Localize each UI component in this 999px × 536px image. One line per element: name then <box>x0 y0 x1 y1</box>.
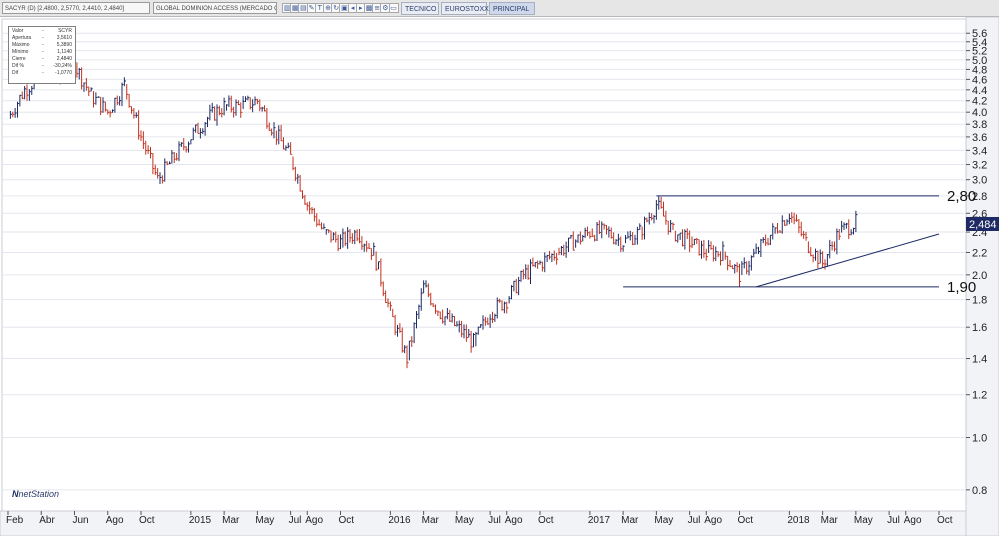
info-key: Máximo <box>12 42 30 48</box>
y-tick-label: 5.0 <box>972 55 987 67</box>
tab-eurostoxx[interactable]: EUROSTOXX <box>441 2 489 15</box>
last-price-label: 2,484 <box>969 219 997 231</box>
netstation-logo: NnetStation <box>12 489 59 499</box>
y-tick-label: 1.2 <box>972 390 987 402</box>
x-tick-label: Ago <box>305 515 323 526</box>
y-tick-label: 4.4 <box>972 85 987 97</box>
y-tick-label: 3.6 <box>972 132 987 144</box>
x-tick-label: May <box>654 515 673 526</box>
x-tick-label: Mar <box>422 515 440 526</box>
logo-mark: N <box>12 489 19 499</box>
info-row: Dif % - -30,24% <box>12 63 72 69</box>
info-row: Apertura -3,5610 <box>12 35 72 41</box>
y-tick-label: 3.0 <box>972 175 987 187</box>
index-selector[interactable]: GLOBAL DOMINION ACCESS (MERCADO CO <box>153 2 277 14</box>
info-box: Valor - SCYR Apertura -3,5610 Máximo -5,3890… <box>8 26 76 84</box>
y-tick-label: 0.8 <box>972 485 987 497</box>
y-tick-label: 1.4 <box>972 354 987 366</box>
info-value: -1,0770 <box>55 70 72 76</box>
info-key: Dif % <box>12 63 24 69</box>
trend-line <box>755 233 940 288</box>
x-tick-label: Mar <box>621 515 639 526</box>
info-value: 3,5610 <box>56 35 72 41</box>
info-row: Máximo -5,3890 <box>12 42 72 48</box>
info-key: Mínimo <box>12 49 29 55</box>
x-tick-label: Abr <box>39 515 55 526</box>
symbol-field[interactable]: SACYR (D) [2,4800, 2,5770, 2,4410, 2,484… <box>2 2 150 14</box>
x-tick-label: 2018 <box>787 515 810 526</box>
x-tick-label: Oct <box>738 515 754 526</box>
x-tick-label: Jul <box>289 515 302 526</box>
y-tick-label: 1.8 <box>972 295 987 307</box>
y-axis-panel <box>965 17 999 536</box>
x-tick-label: Jul <box>688 515 701 526</box>
level-label: 1,90 <box>947 279 976 296</box>
x-tick-label: Oct <box>538 515 554 526</box>
y-tick-label: 5.2 <box>972 46 987 58</box>
x-tick-label: Oct <box>139 515 155 526</box>
x-tick-label: 2017 <box>588 515 611 526</box>
x-tick-label: Ago <box>505 515 523 526</box>
x-tick-label: May <box>854 515 873 526</box>
info-value: SCYR <box>58 28 72 34</box>
y-tick-label: 4.6 <box>972 74 987 86</box>
x-tick-label: Ago <box>904 515 922 526</box>
x-tick-label: Jun <box>73 515 89 526</box>
x-tick-label: Mar <box>222 515 240 526</box>
logo-text: netStation <box>18 489 60 499</box>
y-tick-label: 5.6 <box>972 28 987 40</box>
x-tick-label: Oct <box>937 515 953 526</box>
y-tick-label: 4.0 <box>972 107 987 119</box>
x-axis-panel <box>0 510 967 536</box>
info-key: Apertura <box>12 35 32 41</box>
info-row: Mínimo -1,1140 <box>12 49 72 55</box>
x-tick-label: Oct <box>339 515 355 526</box>
x-tick-label: Feb <box>6 515 24 526</box>
x-tick-label: 2015 <box>189 515 212 526</box>
x-tick-label: May <box>255 515 274 526</box>
y-tick-label: 4.8 <box>972 64 987 76</box>
x-tick-label: Jul <box>887 515 900 526</box>
y-tick-label: 3.2 <box>972 160 987 172</box>
y-tick-label: 2.2 <box>972 247 987 259</box>
x-tick-label: Mar <box>821 515 839 526</box>
x-tick-label: 2016 <box>388 515 411 526</box>
y-tick-label: 1.0 <box>972 432 987 444</box>
info-row: Cierre -2,4840 <box>12 56 72 62</box>
tab-principal[interactable]: PRINCIPAL <box>489 2 535 15</box>
y-tick-label: 2.0 <box>972 270 987 282</box>
info-key: Cierre <box>12 56 26 62</box>
info-row: Dif - -1,0770 <box>12 70 72 76</box>
x-tick-label: Jul <box>488 515 501 526</box>
print-icon[interactable]: ▭ <box>388 3 399 13</box>
last-price-tag <box>966 216 999 231</box>
y-tick-label: 2.8 <box>972 191 987 203</box>
x-tick-label: Ago <box>704 515 722 526</box>
y-tick-label: 3.4 <box>972 145 987 157</box>
toolbar: SACYR (D) [2,4800, 2,5770, 2,4410, 2,484… <box>0 0 999 17</box>
info-value: 1,1140 <box>57 49 72 55</box>
info-value: -30,24% <box>53 63 72 69</box>
info-row: Valor - SCYR <box>12 28 72 34</box>
y-tick-label: 3.8 <box>972 119 987 131</box>
y-tick-label: 5.4 <box>972 37 987 49</box>
info-value: 2,4840 <box>56 56 72 62</box>
info-key: Dif <box>12 70 19 76</box>
info-key: Valor <box>12 28 24 34</box>
y-tick-label: 1.6 <box>972 322 987 334</box>
level-label: 2,80 <box>947 188 976 205</box>
info-value: 5,3890 <box>56 42 72 48</box>
tab-tecnico[interactable]: TECNICO <box>401 2 439 15</box>
y-tick-label: 4.2 <box>972 96 987 108</box>
x-tick-label: May <box>455 515 474 526</box>
price-chart[interactable]: 5.65.45.25.04.84.64.44.24.03.83.63.4 3.2 3… <box>0 17 999 536</box>
x-tick-label: Ago <box>106 515 124 526</box>
